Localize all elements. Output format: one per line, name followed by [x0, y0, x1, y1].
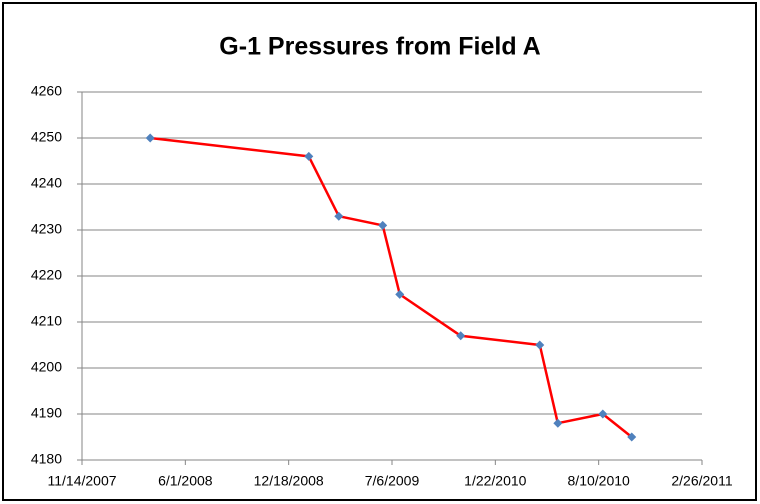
data-point — [456, 331, 466, 341]
data-point — [535, 340, 545, 350]
chart-title: G-1 Pressures from Field A — [219, 33, 540, 61]
y-tick-label: 4200 — [31, 359, 62, 375]
data-point — [627, 432, 637, 442]
data-point — [598, 409, 608, 419]
y-tick-label: 4260 — [31, 83, 62, 99]
data-point — [145, 133, 155, 143]
y-tick-label: 4230 — [31, 221, 62, 237]
x-tick-label: 8/10/2010 — [568, 473, 630, 489]
y-tick-label: 4210 — [31, 313, 62, 329]
x-tick-label: 1/22/2010 — [464, 473, 526, 489]
data-point — [304, 151, 314, 161]
x-tick-label: 6/1/2008 — [158, 473, 213, 489]
x-tick-label: 11/14/2007 — [47, 473, 116, 489]
y-tick-label: 4180 — [31, 451, 62, 467]
x-tick-label: 2/26/2011 — [671, 473, 732, 489]
data-point — [395, 289, 405, 299]
data-point — [334, 211, 344, 221]
y-tick-label: 4190 — [31, 405, 62, 421]
data-line — [150, 136, 633, 438]
y-tick-label: 4250 — [31, 129, 62, 145]
x-tick-label: 12/18/2008 — [254, 473, 324, 489]
x-tick-label: 7/6/2009 — [365, 473, 420, 489]
y-tick-label: 4220 — [31, 267, 62, 283]
data-point — [378, 220, 388, 230]
data-point — [553, 418, 563, 428]
y-tick-label: 4240 — [31, 175, 62, 191]
